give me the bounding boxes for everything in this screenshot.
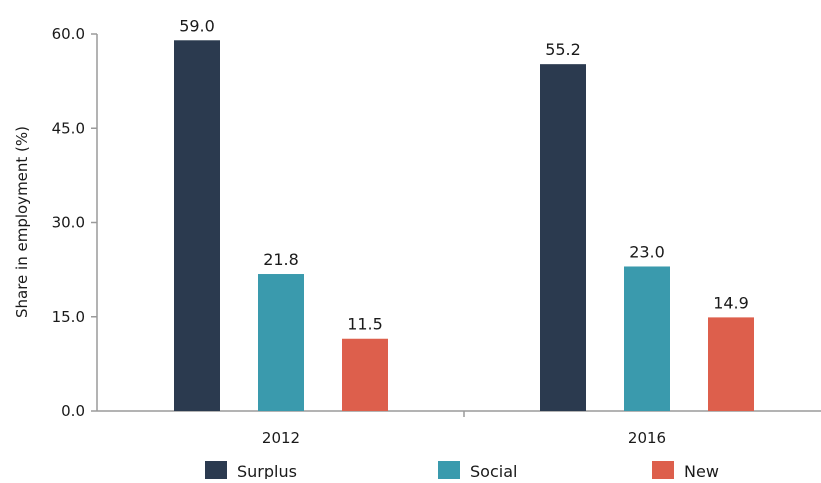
legend-swatch-surplus	[205, 461, 227, 479]
bar-social-2016	[624, 266, 670, 411]
data-label: 21.8	[263, 250, 299, 269]
bar-new-2012	[342, 338, 388, 411]
y-tick-label: 45.0	[52, 119, 85, 137]
legend: Surplus Social New	[205, 461, 719, 481]
labels-layer: 59.0 55.2 21.8 23.0 11.5 14.9	[179, 16, 749, 333]
legend-label-new: New	[684, 462, 719, 479]
y-tick-label: 0.0	[61, 402, 85, 420]
data-label: 59.0	[179, 16, 215, 35]
x-tick-label: 2016	[628, 429, 666, 447]
legend-label-social: Social	[470, 462, 517, 479]
y-axis-title: Share in employment (%)	[13, 126, 31, 318]
y-tick-label: 60.0	[52, 25, 85, 43]
legend-label-surplus: Surplus	[237, 462, 297, 479]
bar-surplus-2012	[174, 40, 220, 412]
axes-layer: 0.0 15.0 30.0 45.0 60.0 2012 2016	[52, 25, 821, 447]
y-tick-label: 15.0	[52, 308, 85, 326]
legend-swatch-new	[652, 461, 674, 479]
bars-layer	[174, 40, 754, 412]
bar-surplus-2016	[540, 64, 586, 411]
bar-social-2012	[258, 274, 304, 411]
data-label: 14.9	[713, 293, 749, 312]
x-tick-label: 2012	[262, 429, 300, 447]
data-label: 23.0	[629, 242, 665, 261]
y-tick-label: 30.0	[52, 214, 85, 232]
bar-new-2016	[708, 317, 754, 411]
legend-swatch-social	[438, 461, 460, 479]
data-label: 11.5	[347, 315, 383, 334]
data-label: 55.2	[545, 40, 581, 59]
